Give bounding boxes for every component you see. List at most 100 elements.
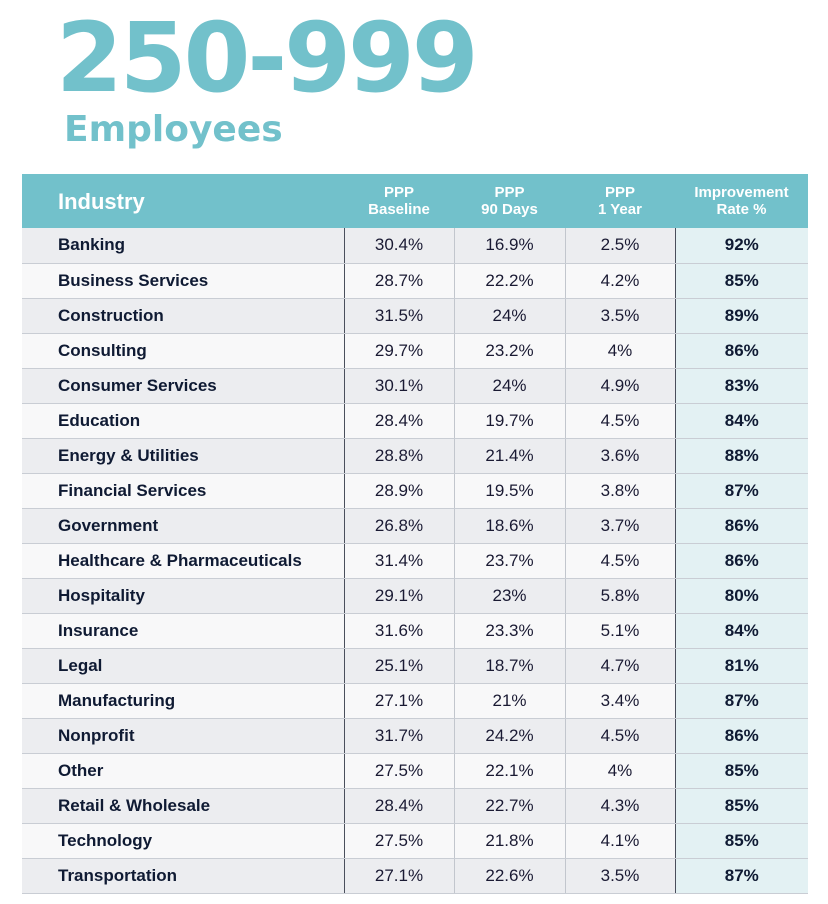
industry-cell: Construction [22, 298, 345, 334]
industry-cell: Technology [22, 823, 345, 859]
table-row: Transportation 27.1% 22.6% 3.5% 87% [22, 858, 808, 894]
table-row: Healthcare & Pharmaceuticals 31.4% 23.7% 4.… [22, 543, 808, 579]
ppp-90-days-cell: 16.9% [454, 228, 566, 264]
ppp-90-days-cell: 21.4% [454, 438, 566, 474]
table-body: Banking 30.4% 16.9% 2.5% 92% Business Service… [22, 228, 808, 894]
improvement-rate-cell: 86% [675, 333, 808, 369]
ppp-1-year-cell: 4% [565, 333, 676, 369]
table-row: Government 26.8% 18.6% 3.7% 86% [22, 508, 808, 544]
table-row: Energy & Utilities 28.8% 21.4% 3.6% 88% [22, 438, 808, 474]
header-ppp-90-days-line2: 90 Days [481, 201, 538, 218]
ppp-baseline-cell: 31.5% [344, 298, 455, 334]
header-industry: Industry [22, 174, 344, 228]
header-ppp-1-year: PPP 1 Year [565, 174, 675, 228]
ppp-1-year-cell: 4.9% [565, 368, 676, 404]
improvement-rate-cell: 84% [675, 613, 808, 649]
ppp-1-year-cell: 4.5% [565, 718, 676, 754]
header-ppp-1-year-line1: PPP [604, 184, 635, 201]
ppp-baseline-cell: 28.9% [344, 473, 455, 509]
ppp-1-year-cell: 2.5% [565, 228, 676, 264]
ppp-90-days-cell: 23% [454, 578, 566, 614]
table-row: Education 28.4% 19.7% 4.5% 84% [22, 403, 808, 439]
ppp-1-year-cell: 3.8% [565, 473, 676, 509]
table-row: Other 27.5% 22.1% 4% 85% [22, 753, 808, 789]
header-ppp-baseline: PPP Baseline [344, 174, 454, 228]
ppp-1-year-cell: 3.6% [565, 438, 676, 474]
improvement-rate-cell: 86% [675, 508, 808, 544]
ppp-baseline-cell: 27.5% [344, 753, 455, 789]
header-ppp-90-days: PPP 90 Days [454, 174, 565, 228]
ppp-90-days-cell: 23.2% [454, 333, 566, 369]
ppp-90-days-cell: 22.2% [454, 263, 566, 299]
ppp-baseline-cell: 31.7% [344, 718, 455, 754]
ppp-1-year-cell: 3.7% [565, 508, 676, 544]
header-ppp-1-year-line2: 1 Year [598, 201, 642, 218]
ppp-baseline-cell: 30.1% [344, 368, 455, 404]
ppp-90-days-cell: 24% [454, 298, 566, 334]
industry-cell: Retail & Wholesale [22, 788, 345, 824]
industry-cell: Healthcare & Pharmaceuticals [22, 543, 345, 579]
table-row: Consulting 29.7% 23.2% 4% 86% [22, 333, 808, 369]
ppp-1-year-cell: 4.2% [565, 263, 676, 299]
ppp-baseline-cell: 29.1% [344, 578, 455, 614]
improvement-rate-cell: 92% [675, 228, 808, 264]
ppp-90-days-cell: 23.7% [454, 543, 566, 579]
table-row: Insurance 31.6% 23.3% 5.1% 84% [22, 613, 808, 649]
industry-cell: Energy & Utilities [22, 438, 345, 474]
ppp-baseline-cell: 25.1% [344, 648, 455, 684]
ppp-baseline-cell: 26.8% [344, 508, 455, 544]
header-improvement-rate-line2: Rate % [716, 201, 767, 218]
ppp-90-days-cell: 24.2% [454, 718, 566, 754]
ppp-1-year-cell: 3.4% [565, 683, 676, 719]
ppp-90-days-cell: 18.6% [454, 508, 566, 544]
improvement-rate-cell: 84% [675, 403, 808, 439]
industry-cell: Consulting [22, 333, 345, 369]
ppp-90-days-cell: 24% [454, 368, 566, 404]
header-ppp-baseline-line2: Baseline [368, 201, 430, 218]
industry-cell: Business Services [22, 263, 345, 299]
ppp-1-year-cell: 5.8% [565, 578, 676, 614]
table-row: Banking 30.4% 16.9% 2.5% 92% [22, 228, 808, 264]
employee-range-title: 250-999 [56, 2, 479, 114]
table-row: Nonprofit 31.7% 24.2% 4.5% 86% [22, 718, 808, 754]
ppp-1-year-cell: 4.5% [565, 403, 676, 439]
improvement-rate-cell: 83% [675, 368, 808, 404]
ppp-1-year-cell: 3.5% [565, 298, 676, 334]
header-improvement-rate-line1: Improvement [694, 184, 789, 201]
industry-cell: Financial Services [22, 473, 345, 509]
industry-cell: Consumer Services [22, 368, 345, 404]
industry-cell: Government [22, 508, 345, 544]
ppp-1-year-cell: 5.1% [565, 613, 676, 649]
ppp-90-days-cell: 21% [454, 683, 566, 719]
ppp-90-days-cell: 18.7% [454, 648, 566, 684]
ppp-1-year-cell: 4.3% [565, 788, 676, 824]
industry-ppp-table: Industry PPP Baseline PPP 90 Days PPP 1 … [22, 174, 808, 894]
improvement-rate-cell: 88% [675, 438, 808, 474]
ppp-1-year-cell: 4% [565, 753, 676, 789]
improvement-rate-cell: 86% [675, 543, 808, 579]
ppp-baseline-cell: 31.6% [344, 613, 455, 649]
table-row: Legal 25.1% 18.7% 4.7% 81% [22, 648, 808, 684]
improvement-rate-cell: 85% [675, 753, 808, 789]
header-improvement-rate: Improvement Rate % [675, 174, 808, 228]
ppp-baseline-cell: 28.4% [344, 403, 455, 439]
table-header: Industry PPP Baseline PPP 90 Days PPP 1 … [22, 174, 808, 228]
ppp-90-days-cell: 19.7% [454, 403, 566, 439]
industry-cell: Hospitality [22, 578, 345, 614]
table-row: Manufacturing 27.1% 21% 3.4% 87% [22, 683, 808, 719]
table-row: Technology 27.5% 21.8% 4.1% 85% [22, 823, 808, 859]
ppp-baseline-cell: 27.1% [344, 683, 455, 719]
table-row: Business Services 28.7% 22.2% 4.2% 85% [22, 263, 808, 299]
ppp-90-days-cell: 22.6% [454, 858, 566, 894]
ppp-baseline-cell: 27.5% [344, 823, 455, 859]
ppp-1-year-cell: 3.5% [565, 858, 676, 894]
industry-cell: Nonprofit [22, 718, 345, 754]
improvement-rate-cell: 85% [675, 823, 808, 859]
industry-cell: Other [22, 753, 345, 789]
ppp-90-days-cell: 19.5% [454, 473, 566, 509]
ppp-1-year-cell: 4.7% [565, 648, 676, 684]
table-row: Consumer Services 30.1% 24% 4.9% 83% [22, 368, 808, 404]
ppp-90-days-cell: 21.8% [454, 823, 566, 859]
table-row: Hospitality 29.1% 23% 5.8% 80% [22, 578, 808, 614]
improvement-rate-cell: 86% [675, 718, 808, 754]
